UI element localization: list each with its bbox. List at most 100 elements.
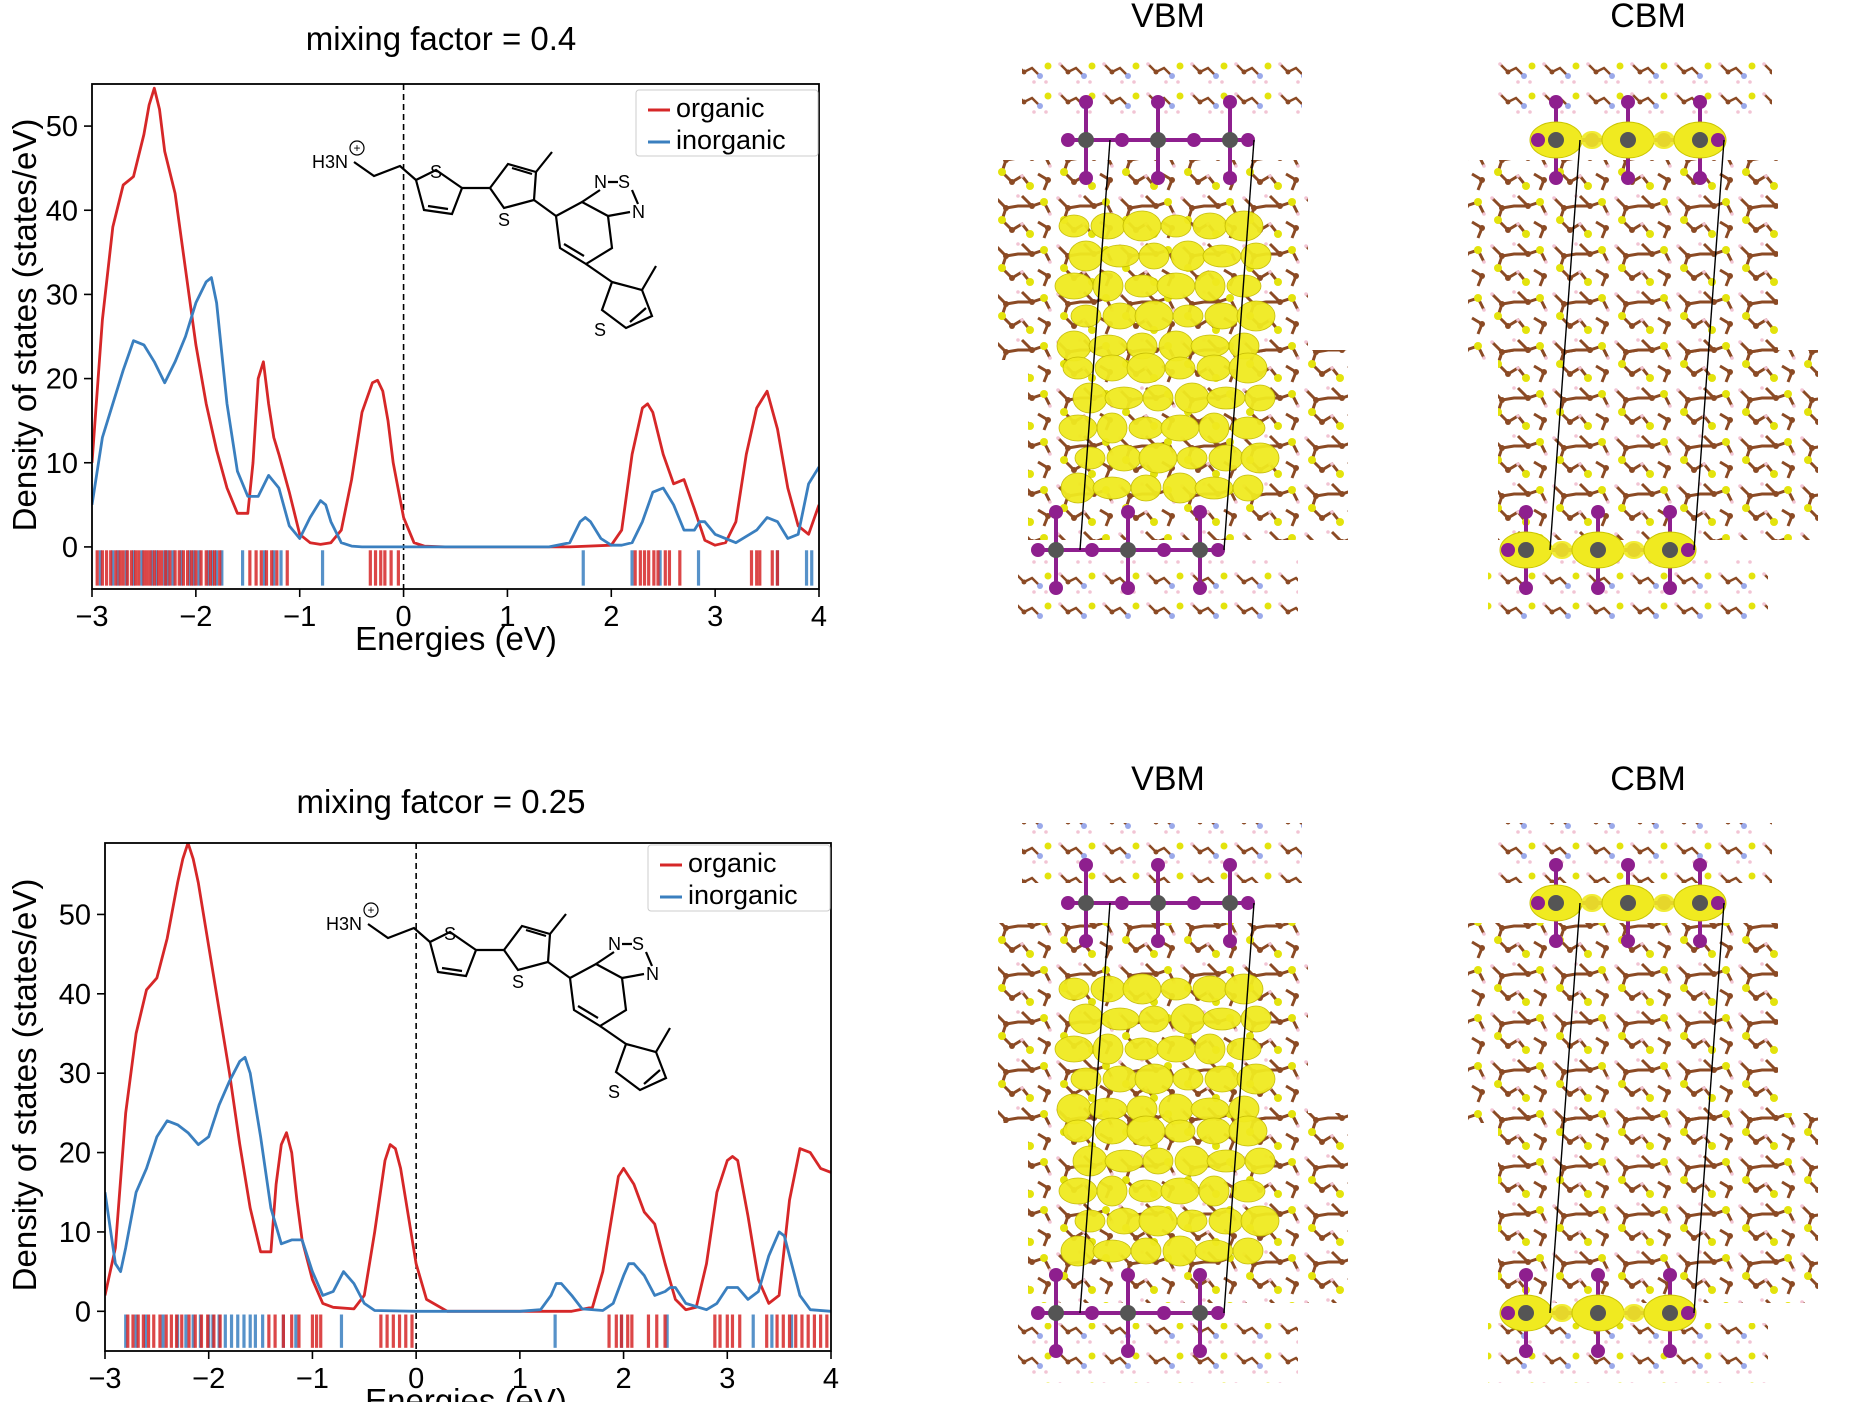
organic-layer: [1028, 350, 1348, 540]
y-tick-label: 40: [46, 195, 78, 227]
unit-cell-edge: [1079, 902, 1111, 1314]
lead-atom: [1548, 132, 1564, 148]
unit-cell-edge: [1549, 139, 1581, 551]
vbm-crystal-panel: [998, 60, 1348, 620]
lead-atom: [1048, 542, 1064, 558]
lead-atom: [1548, 895, 1564, 911]
organic-layer: [1028, 1113, 1348, 1303]
x-tick-label: 3: [707, 601, 723, 633]
iodine-atom: [1693, 171, 1707, 185]
lead-atom: [1518, 542, 1534, 558]
legend-label-organic: organic: [688, 848, 777, 878]
ammonium-label: H3N: [312, 152, 348, 172]
nitrogen-label: N: [594, 172, 607, 192]
lead-atom: [1662, 542, 1678, 558]
series-line-inorganic: [105, 1055, 831, 1313]
x-tick-label: 1: [499, 601, 515, 633]
inorganic-layer: [1499, 505, 1697, 595]
y-tick-label: 10: [46, 448, 78, 480]
iodine-atom: [1591, 505, 1605, 519]
charge-label: +: [367, 903, 374, 917]
iodine-atom: [1049, 1344, 1063, 1358]
iodine-atom: [1549, 95, 1563, 109]
iodine-atom: [1121, 505, 1135, 519]
x-tick-label: 2: [616, 1363, 632, 1395]
x-tick-label: 0: [408, 1363, 424, 1395]
iodine-atom: [1693, 858, 1707, 872]
iodine-atom: [1121, 1268, 1135, 1282]
y-tick-label: 20: [46, 364, 78, 396]
lead-atom: [1518, 1305, 1534, 1321]
x-tick-label: −3: [75, 601, 108, 633]
sulfur-label: S: [608, 1082, 620, 1102]
molecule-diagram: H3N + S S N S N S: [312, 140, 657, 340]
iodine-atom: [1223, 934, 1237, 948]
y-axis-label: Density of states (states/eV): [6, 879, 43, 1292]
dos-chart-top: mixing factor = 0.4 −3 −2 −1 0 1 2 3 4010203040…: [6, 20, 827, 657]
y-tick-label: 0: [75, 1296, 91, 1328]
unit-cell-edge: [1223, 139, 1255, 551]
sulfur-label: S: [618, 172, 630, 192]
organic-fringe: [1488, 1323, 1768, 1383]
organic-layer: [1468, 923, 1778, 1123]
iodine-atom: [1549, 934, 1563, 948]
series-line-organic: [92, 86, 819, 549]
x-tick-label: 3: [719, 1363, 735, 1395]
iodine-atom: [1621, 858, 1635, 872]
lead-atom: [1048, 1305, 1064, 1321]
iodine-atom: [1079, 95, 1093, 109]
legend-label-inorganic: inorganic: [676, 125, 786, 155]
y-tick-label: 20: [59, 1138, 91, 1170]
iodine-atom: [1193, 1268, 1207, 1282]
iodine-atom: [1115, 133, 1129, 147]
chart-title: mixing factor = 0.4: [306, 20, 577, 57]
sulfur-label: S: [632, 934, 644, 954]
inorganic-layer: [1031, 1268, 1225, 1358]
y-tick-label: 50: [46, 111, 78, 143]
sulfur-label: S: [594, 320, 606, 340]
x-axis-label: Energies (eV): [355, 620, 557, 657]
unit-cell-edge: [1223, 902, 1255, 1314]
iodine-atom: [1187, 133, 1201, 147]
iodine-atom: [1085, 543, 1099, 557]
lead-atom: [1120, 542, 1136, 558]
y-tick-label: 50: [59, 899, 91, 931]
iodine-atom: [1223, 858, 1237, 872]
legend-box: [635, 89, 819, 157]
lead-atom: [1150, 895, 1166, 911]
legend-label-organic: organic: [676, 93, 765, 123]
iodine-atom: [1151, 95, 1165, 109]
x-tick-label: −2: [192, 1363, 225, 1395]
organic-fringe: [1492, 60, 1772, 120]
x-tick-label: 2: [603, 601, 619, 633]
iodine-atom: [1085, 1306, 1099, 1320]
crystal-structure-panels: [998, 60, 1818, 1383]
iodine-atom: [1121, 1344, 1135, 1358]
vbm-crystal-panel: [998, 823, 1348, 1383]
iodine-atom: [1549, 171, 1563, 185]
iodine-atom: [1151, 934, 1165, 948]
legend: organic inorganic: [647, 844, 831, 912]
ammonium-label: H3N: [326, 914, 362, 934]
iodine-atom: [1519, 1344, 1533, 1358]
cbm-crystal-panel: [1468, 823, 1818, 1383]
iodine-atom: [1193, 505, 1207, 519]
organic-fringe: [1022, 823, 1302, 883]
x-tick-label: −2: [179, 601, 212, 633]
iodine-atom: [1049, 1268, 1063, 1282]
organic-fringe: [1022, 60, 1302, 120]
iodine-atom: [1519, 505, 1533, 519]
iodine-atom: [1151, 171, 1165, 185]
plot-frame: [91, 83, 820, 590]
lead-atom: [1192, 1305, 1208, 1321]
x-tick-label: 4: [823, 1363, 839, 1395]
inorganic-layer: [1529, 858, 1727, 948]
x-tick-label: 0: [396, 601, 412, 633]
iodine-atom: [1621, 95, 1635, 109]
iodine-atom: [1591, 1268, 1605, 1282]
iodine-atom: [1223, 95, 1237, 109]
iodine-atom: [1591, 581, 1605, 595]
unit-cell-edge: [1079, 139, 1111, 551]
lead-atom: [1620, 895, 1636, 911]
y-tick-label: 0: [62, 532, 78, 564]
